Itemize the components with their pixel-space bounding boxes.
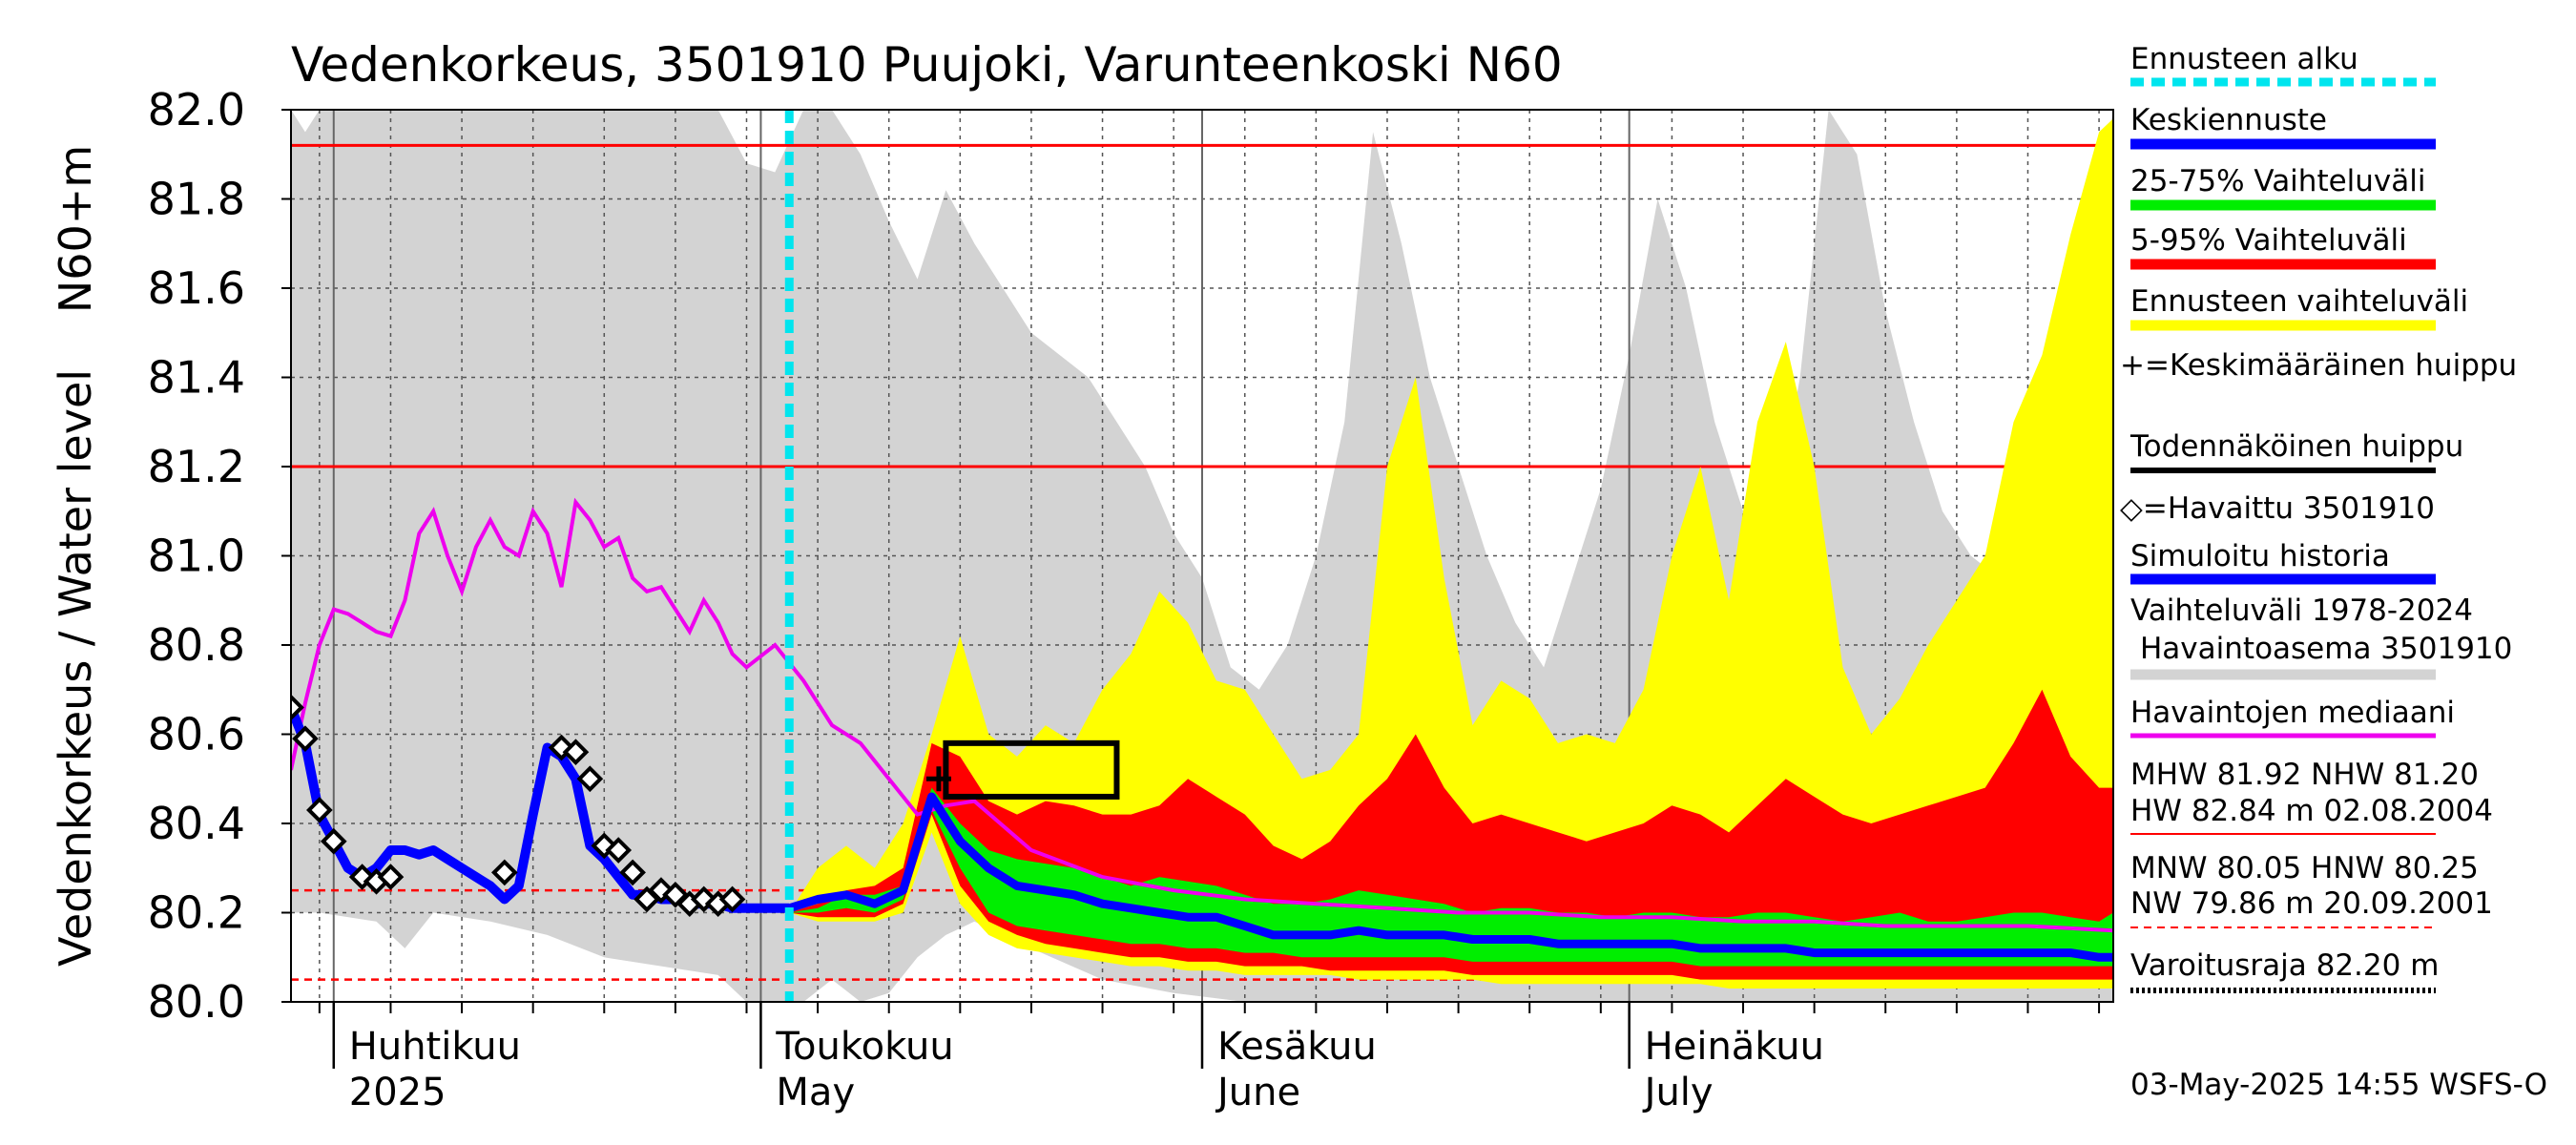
timestamp: 03-May-2025 14:55 WSFS-O bbox=[2130, 1068, 2547, 1102]
observed-point-3 bbox=[320, 827, 347, 855]
observed-median-line bbox=[291, 497, 2113, 933]
probable-peak-box bbox=[943, 739, 1120, 800]
observed-point-7 bbox=[490, 859, 518, 886]
y-tick-label-7: 81.4 bbox=[148, 352, 245, 404]
observed-point-0 bbox=[291, 694, 304, 721]
observed-point-1 bbox=[292, 725, 319, 753]
y-tick-label-1: 80.2 bbox=[148, 887, 245, 939]
y-axis-label: Vedenkorkeus / Water level bbox=[50, 369, 101, 967]
x-month-label-en-3: July bbox=[1642, 1071, 1714, 1114]
legend-label-band-5-95: 5-95% Vaihteluväli bbox=[2130, 223, 2407, 258]
plot-area bbox=[291, 110, 2113, 1002]
legend-label-median-forecast: Keskiennuste bbox=[2130, 103, 2327, 137]
series-lines-layer bbox=[291, 110, 2113, 1002]
y-tick-label-2: 80.4 bbox=[148, 798, 245, 849]
x-month-label-fi-2: Kesäkuu bbox=[1217, 1025, 1377, 1069]
legend-stats-mnw-hnw: MNW 80.05 HNW 80.25 bbox=[2130, 851, 2479, 885]
x-month-label-en-0: 2025 bbox=[349, 1071, 447, 1114]
observed-point-6 bbox=[377, 864, 405, 890]
legend-label-obs-median: Havaintojen mediaani bbox=[2130, 696, 2455, 730]
observed-point-20 bbox=[718, 885, 746, 913]
legend-label-mean-peak: +=Keskimääräinen huippu bbox=[2120, 348, 2517, 383]
observed-point-16 bbox=[662, 881, 689, 908]
y-tick-label-3: 80.6 bbox=[148, 709, 245, 760]
y-tick-label-8: 81.6 bbox=[148, 262, 245, 314]
legend-label-observed: ◇=Havaittu 3501910 bbox=[2120, 491, 2435, 526]
observed-point-15 bbox=[648, 877, 675, 904]
legend-stats-nw: NW 79.86 m 20.09.2001 bbox=[2130, 886, 2493, 921]
chart-title: Vedenkorkeus, 3501910 Puujoki, Varunteen… bbox=[291, 37, 1563, 93]
x-month-label-en-1: May bbox=[776, 1071, 855, 1114]
observed-point-8 bbox=[548, 734, 575, 761]
observed-point-12 bbox=[605, 837, 633, 864]
legend: Ennusteen alku Keskiennuste 25-75% Vaiht… bbox=[2120, 42, 2547, 1102]
mean-peak-marker bbox=[925, 766, 951, 792]
legend-stats-hw: HW 82.84 m 02.08.2004 bbox=[2130, 794, 2493, 828]
legend-stats-mhw-nhw: MHW 81.92 NHW 81.20 bbox=[2130, 758, 2479, 792]
y-tick-label-10: 82.0 bbox=[148, 84, 245, 135]
legend-stats-warning-limit: Varoitusraja 82.20 m bbox=[2130, 948, 2439, 983]
y-tick-label-6: 81.2 bbox=[148, 441, 245, 492]
observed-point-9 bbox=[562, 739, 590, 766]
median-forecast-line bbox=[787, 792, 2113, 962]
observed-point-10 bbox=[576, 765, 604, 793]
x-month-label-fi-3: Heinäkuu bbox=[1645, 1025, 1824, 1069]
legend-label-hist-range-station: Havaintoasema 3501910 bbox=[2140, 632, 2512, 666]
forecast-range-area bbox=[789, 118, 2113, 989]
x-month-label-fi-1: Toukokuu bbox=[775, 1025, 953, 1069]
legend-label-simulated-history: Simuloitu historia bbox=[2130, 539, 2390, 573]
y-tick-label-5: 81.0 bbox=[148, 531, 245, 582]
y-ticks-layer: 80.0 80.2 80.4 80.6 80.8 81.0 81.2 81.4 81.6 81.8… bbox=[148, 84, 291, 1028]
legend-label-hist-range: Vaihteluväli 1978-2024 bbox=[2130, 593, 2473, 628]
observed-point-13 bbox=[619, 859, 646, 886]
x-month-label-en-2: June bbox=[1215, 1071, 1300, 1114]
legend-label-probable-peak: Todennäköinen huippu bbox=[2129, 429, 2463, 464]
y-axis-unit-label: N60+m bbox=[50, 145, 101, 313]
observed-point-2 bbox=[306, 797, 333, 823]
x-month-label-fi-0: Huhtikuu bbox=[349, 1025, 521, 1069]
y-tick-label-9: 81.8 bbox=[148, 174, 245, 225]
legend-label-band-25-75: 25-75% Vaihteluväli bbox=[2130, 164, 2426, 198]
observed-markers-layer bbox=[291, 694, 746, 917]
legend-label-forecast-start: Ennusteen alku bbox=[2130, 42, 2358, 76]
legend-label-forecast-range: Ennusteen vaihteluväli bbox=[2130, 284, 2468, 319]
y-tick-label-0: 80.0 bbox=[148, 976, 245, 1028]
y-tick-label-4: 80.8 bbox=[148, 619, 245, 671]
